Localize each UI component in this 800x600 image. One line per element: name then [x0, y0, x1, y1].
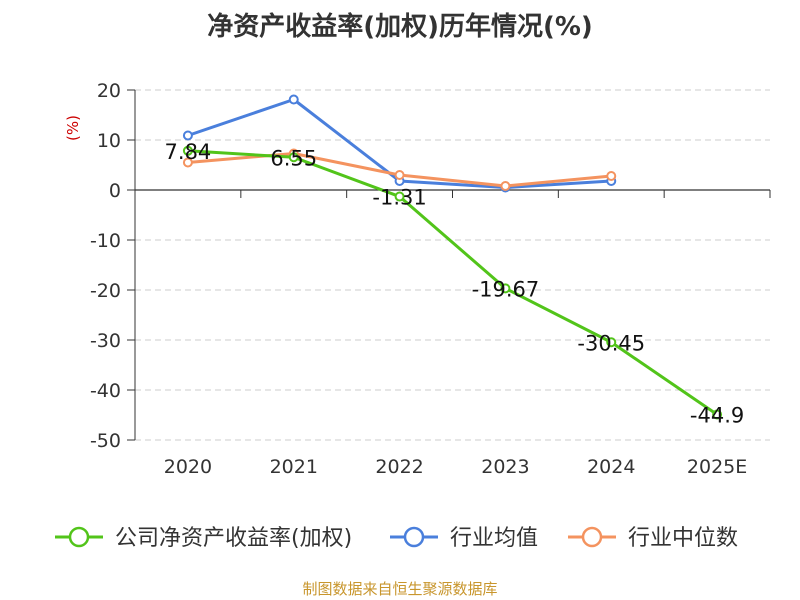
x-tick-label: 2020	[164, 456, 212, 478]
x-tick-label: 2021	[270, 456, 318, 478]
legend-marker	[68, 526, 90, 548]
x-tick-label: 2023	[481, 456, 529, 478]
data-point	[606, 337, 617, 348]
y-tick-label: 10	[97, 130, 121, 152]
axes: 20 10 0 -10 -20 -30 -40 -50 2020 2021 2022 2023 2024…	[64, 80, 771, 478]
grid-lines	[135, 89, 770, 441]
source-note: 制图数据来自恒生聚源数据库	[302, 580, 498, 598]
data-point	[182, 130, 193, 141]
legend-label: 行业均值	[450, 526, 538, 551]
data-label: -19.67	[472, 277, 540, 301]
legend: 公司净资产收益率(加权) 行业均值 行业中位数	[55, 526, 738, 551]
data-point	[606, 171, 617, 181]
data-label: -44.9	[690, 404, 744, 428]
series-lines	[182, 94, 723, 420]
data-point	[182, 145, 193, 156]
data-label: 6.55	[270, 146, 317, 170]
chart-title: 净资产收益率(加权)历年情况(%)	[207, 12, 593, 42]
y-tick-label: -20	[90, 280, 121, 302]
x-tick-label: 2022	[375, 456, 423, 478]
data-point	[500, 283, 511, 294]
legend-marker	[403, 526, 425, 548]
data-label: -1.31	[372, 186, 426, 210]
y-axis-label: (%)	[64, 115, 82, 141]
y-tick-label: -10	[90, 230, 121, 252]
legend-label: 行业中位数	[628, 526, 738, 551]
series-line	[187, 149, 718, 416]
data-point	[288, 152, 299, 163]
y-tick-label: 0	[109, 180, 121, 202]
y-tick-label: -50	[90, 430, 121, 452]
data-point	[394, 191, 405, 202]
x-tick-label: 2024	[587, 456, 635, 478]
y-tick-label: 20	[97, 80, 121, 102]
data-point	[288, 94, 299, 105]
data-point	[182, 157, 193, 168]
y-tick-label: -40	[90, 380, 121, 402]
data-labels: 7.84 6.55 -1.31 -19.67 -30.45 -44.9	[165, 140, 745, 428]
data-label: 7.84	[165, 140, 212, 164]
data-point	[712, 409, 723, 420]
legend-label: 公司净资产收益率(加权)	[115, 526, 352, 551]
x-tick-label: 2025E	[687, 456, 747, 478]
data-point	[500, 181, 511, 191]
data-label: -30.45	[577, 331, 645, 355]
y-tick-label: -30	[90, 330, 121, 352]
data-point	[394, 170, 405, 180]
legend-marker	[581, 526, 603, 548]
